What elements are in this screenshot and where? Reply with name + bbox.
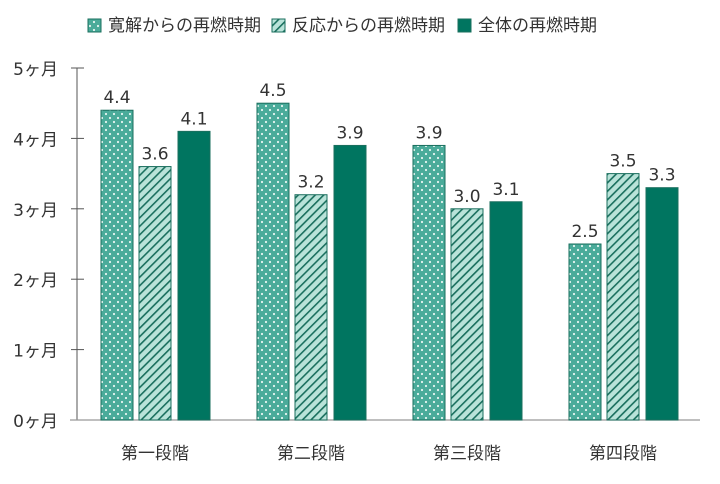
data-label: 3.6: [141, 145, 168, 165]
data-label: 3.2: [297, 173, 324, 193]
x-tick-label: 第二段階: [277, 444, 345, 464]
bar: [177, 130, 211, 421]
data-label: 3.1: [492, 180, 519, 200]
data-label: 3.9: [415, 123, 442, 143]
legend-label: 全体の再燃時期: [478, 16, 597, 36]
x-tick-label: 第一段階: [121, 444, 189, 464]
data-label: 4.5: [259, 81, 286, 101]
legend-label: 反応からの再燃時期: [292, 16, 445, 36]
bar: [489, 201, 523, 421]
legend: 寛解からの再燃時期 反応からの再燃時期 全体の再燃時期: [87, 16, 597, 36]
bar: [333, 144, 367, 421]
y-tick-label: 2ヶ月: [13, 271, 58, 291]
x-tick-label: 第四段階: [589, 444, 657, 464]
y-tick-label: 3ヶ月: [13, 201, 58, 221]
bars: 4.4 3.6 4.1 4.5 3.2 3.9 3.9 3.0 3.1 2.5 3.5 3.3: [100, 81, 679, 421]
x-tick-label: 第三段階: [433, 444, 501, 464]
bar: [450, 208, 484, 421]
legend-swatch: [87, 18, 102, 33]
data-label: 3.9: [336, 123, 363, 143]
data-label: 4.4: [103, 88, 130, 108]
data-label: 2.5: [571, 222, 598, 242]
y-tick-label: 4ヶ月: [13, 130, 58, 150]
bar: [256, 102, 290, 421]
bar: [294, 194, 328, 421]
data-label: 3.0: [453, 187, 480, 207]
data-label: 4.1: [180, 109, 207, 129]
y-tick-label: 5ヶ月: [13, 60, 58, 80]
x-axis-labels: 第一段階 第二段階 第三段階 第四段階: [121, 444, 657, 464]
bar: [412, 144, 446, 421]
legend-label: 寛解からの再燃時期: [108, 16, 261, 36]
legend-swatch: [271, 18, 286, 33]
bar: [138, 166, 172, 421]
y-tick-label: 1ヶ月: [13, 342, 58, 362]
bar: [568, 243, 602, 421]
bar: [645, 187, 679, 421]
legend-swatch: [457, 18, 472, 33]
y-axis: 0ヶ月 1ヶ月 2ヶ月 3ヶ月 4ヶ月 5ヶ月: [13, 60, 700, 432]
bar: [100, 109, 134, 421]
data-label: 3.3: [648, 166, 675, 186]
data-label: 3.5: [609, 152, 636, 172]
bar: [606, 173, 640, 421]
y-tick-label: 0ヶ月: [13, 412, 58, 432]
